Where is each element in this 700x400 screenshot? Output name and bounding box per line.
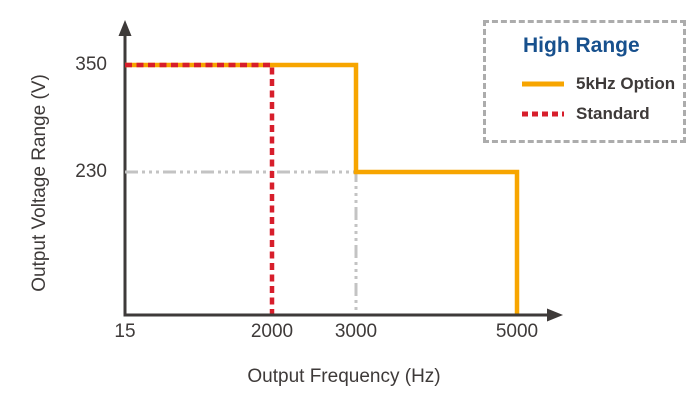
x-tick-label: 5000 <box>495 321 539 342</box>
series-line-5khz-option <box>125 62 520 314</box>
reference-line <box>125 170 358 314</box>
legend-item-standard: Standard <box>520 104 650 124</box>
y-axis-title: Output Voltage Range (V) <box>29 74 50 292</box>
series-line-standard <box>125 62 275 314</box>
x-tick-label: 3000 <box>334 321 378 342</box>
legend-item-label: 5kHz Option <box>576 74 676 93</box>
legend-item-5khz-option: 5kHz Option <box>520 74 675 94</box>
legend-title: High Range <box>523 34 640 57</box>
solid-line-swatch-icon <box>522 81 564 87</box>
x-axis-title: Output Frequency (Hz) <box>247 366 441 387</box>
x-tick-label: 15 <box>114 321 136 342</box>
legend: High Range 5kHz Option Standard <box>483 20 686 143</box>
y-tick-label: 230 <box>75 161 107 182</box>
legend-item-label: Standard <box>576 104 650 123</box>
x-axis-arrow-icon <box>547 308 563 322</box>
dashed-line-swatch-icon <box>522 111 564 117</box>
x-tick-label: 2000 <box>250 321 294 342</box>
y-tick-label: 350 <box>75 54 107 75</box>
y-axis-arrow-icon <box>118 20 132 36</box>
